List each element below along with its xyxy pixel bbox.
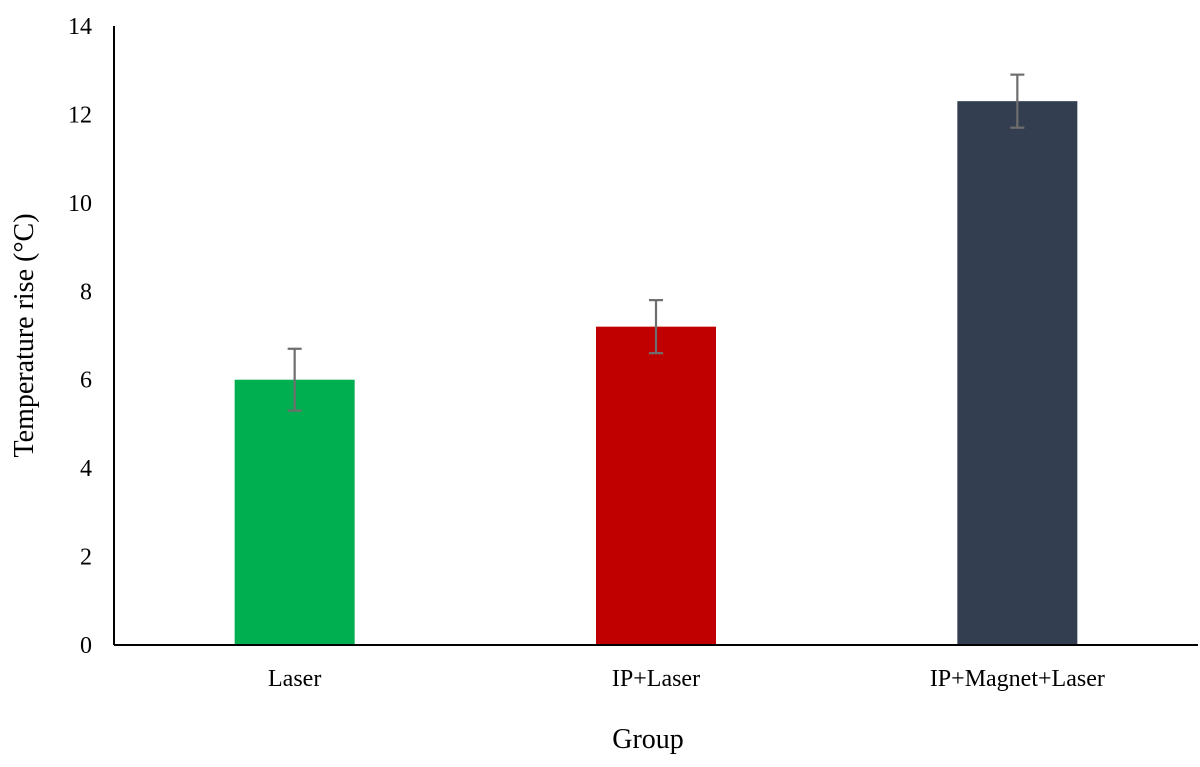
x-axis-ticks: Laser IP+Laser IP+Magnet+Laser bbox=[268, 666, 1105, 692]
y-tick-label: 12 bbox=[68, 102, 92, 128]
y-tick-label: 6 bbox=[80, 368, 92, 394]
error-bars-layer bbox=[287, 73, 1025, 412]
error-bar-ip-magnet-laser bbox=[1010, 73, 1025, 129]
bar-laser bbox=[234, 379, 355, 645]
x-tick-label: IP+Laser bbox=[612, 666, 700, 692]
y-axis-title: Temperature rise (°C) bbox=[9, 213, 40, 457]
y-tick-label: 2 bbox=[80, 545, 92, 571]
y-tick-label: 10 bbox=[68, 191, 92, 217]
y-tick-label: 0 bbox=[80, 633, 92, 659]
y-axis-ticks: 0 2 4 6 8 10 12 14 bbox=[68, 14, 92, 659]
y-tick-label: 8 bbox=[80, 279, 92, 305]
error-bar-laser bbox=[287, 347, 302, 412]
bar-ip-magnet-laser bbox=[957, 101, 1078, 645]
error-bar-ip-laser bbox=[649, 299, 663, 355]
y-tick-label: 4 bbox=[80, 456, 92, 482]
bar-ip-laser bbox=[596, 326, 716, 645]
x-tick-label: Laser bbox=[268, 666, 321, 692]
y-tick-label: 14 bbox=[68, 14, 92, 40]
bars-layer bbox=[234, 101, 1078, 645]
x-axis-title: Group bbox=[612, 724, 684, 755]
x-tick-label: IP+Magnet+Laser bbox=[930, 666, 1105, 692]
